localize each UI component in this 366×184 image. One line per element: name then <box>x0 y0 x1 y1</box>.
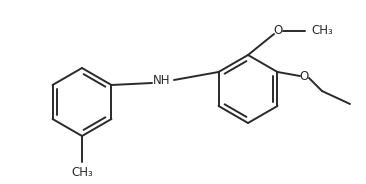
Text: O: O <box>273 24 283 38</box>
Text: CH₃: CH₃ <box>71 166 93 179</box>
Text: NH: NH <box>153 75 171 88</box>
Text: CH₃: CH₃ <box>311 24 333 38</box>
Text: O: O <box>299 70 309 82</box>
